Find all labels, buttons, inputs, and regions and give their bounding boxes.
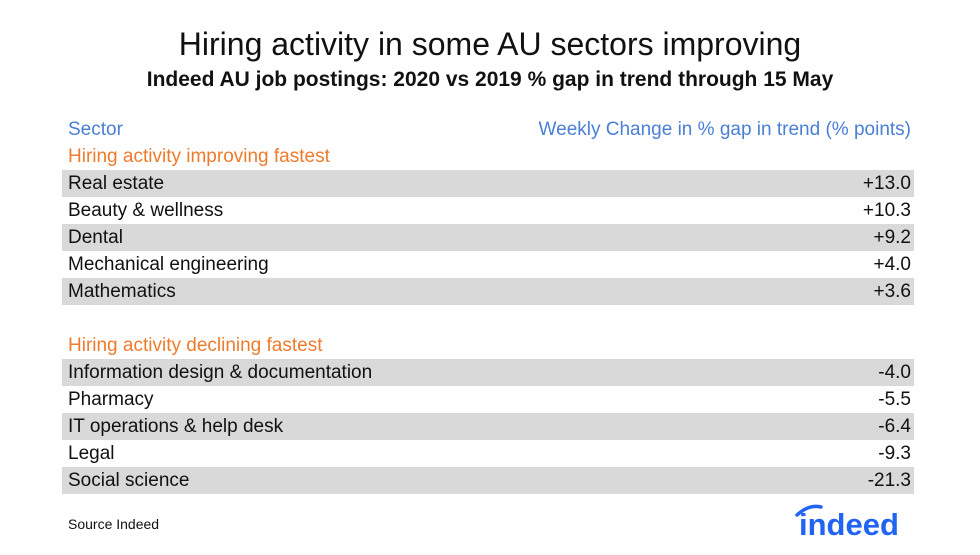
change-value: -5.5 xyxy=(878,389,911,410)
sector-name: Beauty & wellness xyxy=(68,200,224,221)
table-row: Beauty & wellness +10.3 xyxy=(62,197,914,224)
table-header: Sector Weekly Change in % gap in trend (… xyxy=(62,117,914,143)
change-value: -9.3 xyxy=(878,443,911,464)
svg-text:indeed: indeed xyxy=(799,507,899,542)
change-value: -21.3 xyxy=(867,470,911,491)
change-value: +9.2 xyxy=(873,227,911,248)
change-value: +3.6 xyxy=(873,281,911,302)
sector-name: Social science xyxy=(68,470,190,491)
section-heading: Hiring activity improving fastest xyxy=(68,146,330,167)
table-row: Legal -9.3 xyxy=(62,440,914,467)
sector-table: Sector Weekly Change in % gap in trend (… xyxy=(62,117,914,494)
section-heading: Hiring activity declining fastest xyxy=(68,335,323,356)
table-body: Hiring activity improving fastest Real es… xyxy=(62,143,914,494)
table-row: Mechanical engineering +4.0 xyxy=(62,251,914,278)
table-row: IT operations & help desk -6.4 xyxy=(62,413,914,440)
change-value: +4.0 xyxy=(873,254,911,275)
table-row: Social science -21.3 xyxy=(62,467,914,494)
source-note: Source Indeed xyxy=(68,516,160,532)
sector-name: Legal xyxy=(68,443,115,464)
table-row: Information design & documentation -4.0 xyxy=(62,359,914,386)
group-spacer xyxy=(62,305,914,332)
table-row: Pharmacy -5.5 xyxy=(62,386,914,413)
indeed-logo: indeed xyxy=(795,504,920,549)
chart-title: Hiring activity in some AU sectors impro… xyxy=(178,26,802,62)
table-row: Real estate +13.0 xyxy=(62,170,914,197)
header-weekly-change: Weekly Change in % gap in trend (% point… xyxy=(538,119,911,140)
change-value: -4.0 xyxy=(878,362,911,383)
table-row: Dental +9.2 xyxy=(62,224,914,251)
sector-name: Mechanical engineering xyxy=(68,254,269,275)
sector-name: Dental xyxy=(68,227,123,248)
sector-name: Real estate xyxy=(68,173,165,194)
change-value: +10.3 xyxy=(862,200,911,221)
sector-name: Mathematics xyxy=(68,281,176,302)
header-sector: Sector xyxy=(68,119,123,140)
sector-name: Pharmacy xyxy=(68,389,154,410)
change-value: -6.4 xyxy=(878,416,911,437)
chart-subtitle: Indeed AU job postings: 2020 vs 2019 % g… xyxy=(146,68,834,91)
table-row: Mathematics +3.6 xyxy=(62,278,914,305)
change-value: +13.0 xyxy=(862,173,911,194)
sector-name: IT operations & help desk xyxy=(68,416,284,437)
sector-name: Information design & documentation xyxy=(68,362,373,383)
